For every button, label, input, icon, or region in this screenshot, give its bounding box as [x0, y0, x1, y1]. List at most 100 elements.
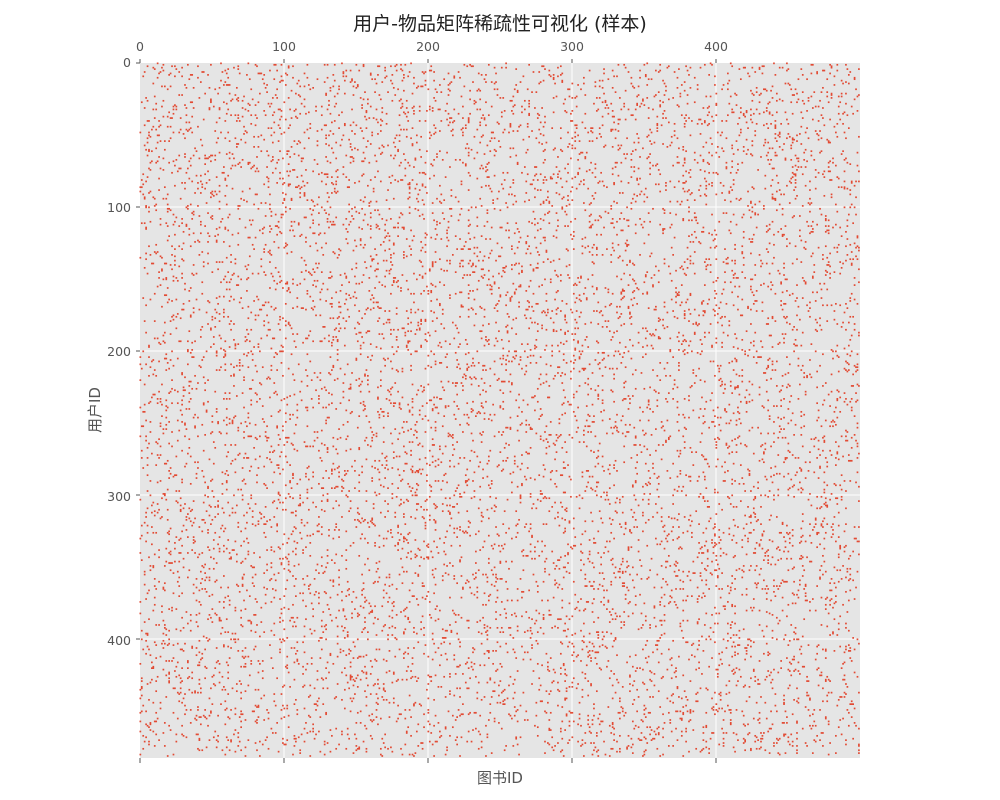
data-point: [597, 351, 600, 354]
data-point: [716, 277, 719, 279]
data-point: [434, 127, 437, 129]
data-point: [207, 212, 209, 214]
data-point: [676, 294, 679, 297]
data-point: [663, 209, 666, 212]
data-point: [665, 182, 667, 184]
data-point: [345, 228, 348, 230]
data-point: [577, 341, 579, 344]
data-point: [143, 196, 146, 199]
data-point: [354, 182, 356, 184]
data-point: [669, 350, 672, 353]
data-point: [559, 341, 562, 344]
data-point: [692, 369, 695, 371]
data-point: [309, 127, 312, 129]
data-point: [780, 399, 782, 402]
data-point: [403, 76, 405, 79]
data-point: [362, 173, 365, 176]
data-point: [312, 268, 314, 271]
data-point: [739, 78, 742, 81]
data-point: [595, 137, 598, 140]
data-point: [175, 68, 178, 70]
data-point: [163, 85, 166, 88]
data-point: [574, 327, 577, 330]
data-point: [547, 308, 549, 311]
data-point: [583, 76, 585, 79]
data-point: [482, 389, 484, 392]
data-point: [201, 183, 204, 186]
data-point: [398, 402, 401, 405]
data-point: [610, 261, 613, 263]
data-point: [333, 95, 336, 98]
data-point: [515, 288, 518, 291]
data-point: [594, 85, 597, 88]
data-point: [548, 200, 551, 203]
data-point: [293, 169, 296, 171]
data-point: [852, 385, 854, 387]
data-point: [539, 189, 542, 191]
data-point: [703, 170, 706, 173]
data-point: [652, 207, 654, 210]
data-point: [400, 290, 402, 292]
data-point: [223, 241, 225, 243]
data-point: [558, 170, 561, 173]
data-point: [672, 398, 674, 400]
data-point: [371, 258, 374, 261]
data-point: [722, 261, 725, 263]
data-point: [750, 241, 752, 243]
data-point: [482, 268, 484, 271]
data-point: [211, 193, 214, 196]
data-point: [649, 255, 651, 258]
data-point: [325, 156, 327, 158]
data-point: [460, 207, 463, 210]
data-point: [449, 207, 451, 210]
data-point: [572, 338, 575, 341]
data-point: [286, 150, 289, 153]
data-point: [447, 72, 450, 75]
data-point: [356, 321, 359, 324]
data-point: [169, 117, 172, 119]
data-point: [424, 161, 427, 164]
data-point: [613, 373, 615, 376]
data-point: [513, 252, 516, 255]
data-point: [377, 133, 379, 135]
data-point: [601, 399, 604, 402]
data-point: [418, 409, 421, 412]
data-point: [283, 101, 286, 104]
data-point: [176, 402, 179, 405]
data-point: [274, 351, 277, 354]
data-point: [564, 318, 566, 321]
data-point: [159, 71, 162, 73]
data-point: [359, 383, 362, 386]
data-point: [693, 333, 696, 335]
data-point: [771, 284, 774, 286]
data-point: [463, 245, 466, 248]
data-point: [408, 187, 411, 190]
data-point: [519, 81, 522, 83]
data-point: [682, 334, 685, 337]
data-point: [240, 166, 242, 168]
data-point: [588, 69, 591, 72]
data-point: [309, 272, 312, 275]
data-point: [797, 157, 800, 160]
data-point: [355, 266, 358, 269]
data-point: [840, 153, 843, 155]
data-point: [620, 298, 623, 301]
data-point: [228, 392, 231, 394]
data-point: [712, 360, 715, 363]
data-point: [742, 150, 745, 153]
data-point: [423, 386, 425, 389]
data-point: [477, 259, 480, 262]
data-point: [578, 183, 581, 186]
data-point: [329, 302, 332, 305]
data-point: [715, 171, 718, 174]
data-point: [786, 245, 788, 248]
data-point: [483, 255, 486, 258]
data-point: [449, 297, 451, 299]
data-point: [765, 230, 768, 233]
data-point: [378, 413, 381, 416]
data-point: [264, 274, 267, 276]
data-point: [267, 180, 270, 183]
data-point: [827, 141, 830, 144]
data-point: [299, 141, 302, 144]
data-point: [830, 65, 833, 68]
